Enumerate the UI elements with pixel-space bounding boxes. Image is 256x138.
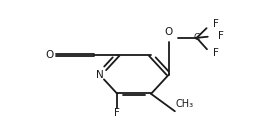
Text: O: O (165, 27, 173, 37)
Text: F: F (212, 48, 218, 58)
Text: O: O (46, 50, 54, 60)
Text: CH₃: CH₃ (176, 99, 194, 109)
Text: C: C (194, 33, 200, 42)
Text: N: N (95, 70, 103, 79)
Text: F: F (219, 31, 224, 41)
Text: F: F (212, 19, 218, 29)
Text: F: F (114, 108, 120, 118)
